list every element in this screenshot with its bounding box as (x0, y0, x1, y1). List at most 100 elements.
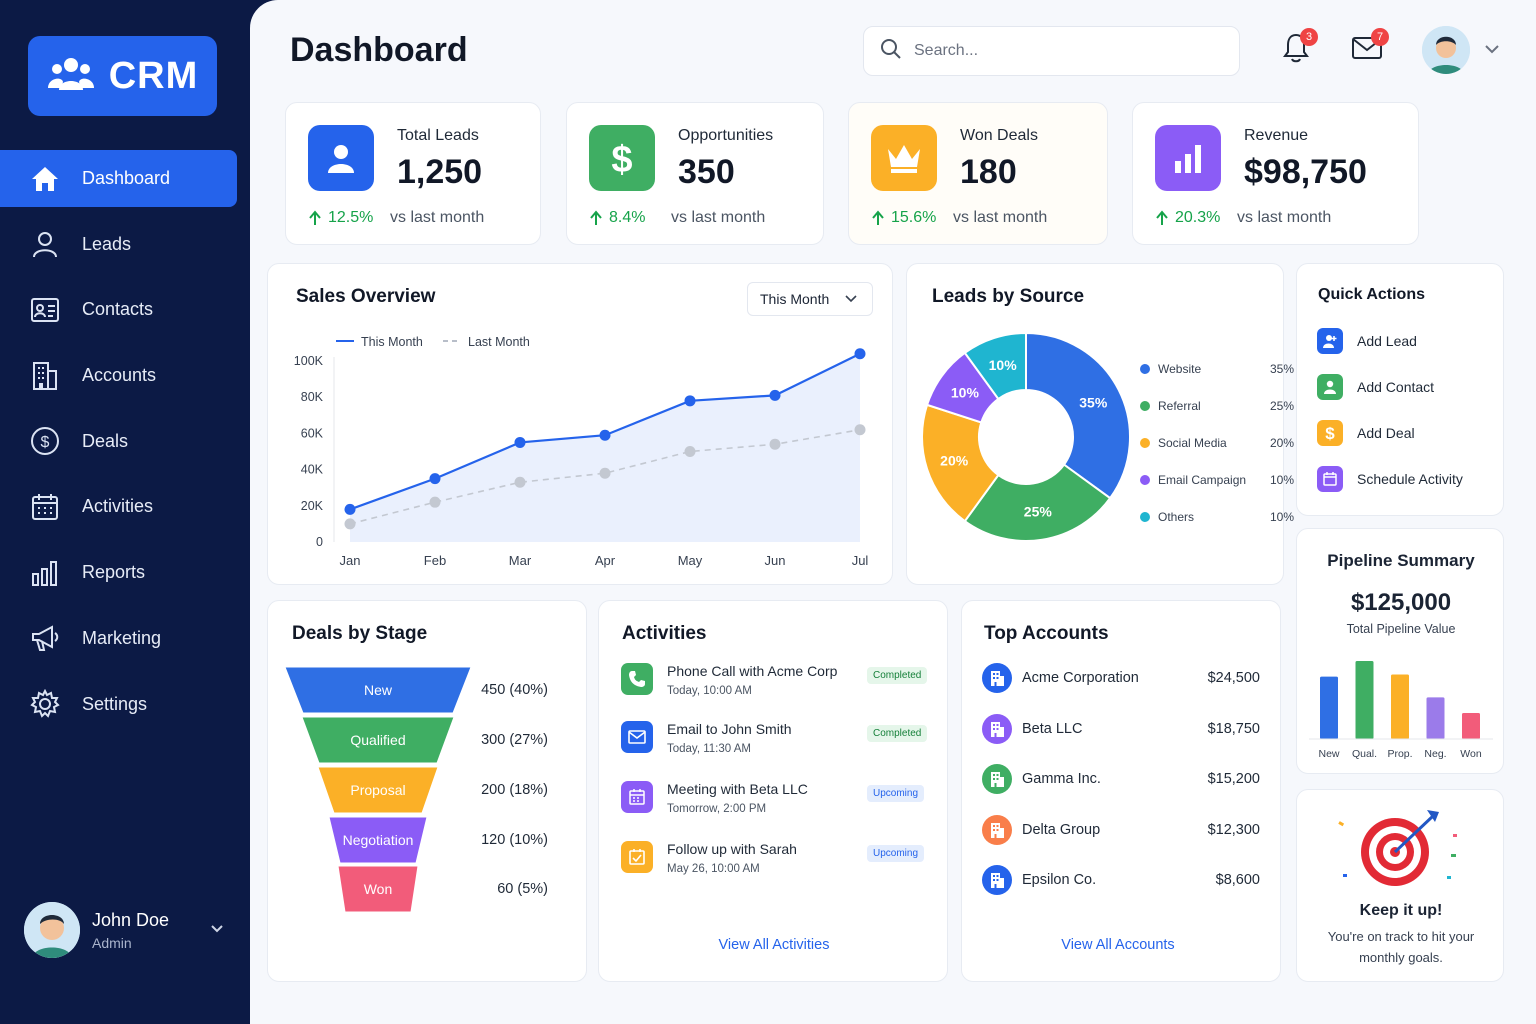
account-row[interactable]: Beta LLC $18,750 (982, 713, 1260, 745)
building-icon (982, 764, 1012, 794)
arrow-up-icon (590, 210, 602, 225)
sidebar-item-activities[interactable]: Activities (0, 478, 250, 535)
card-title: Deals by Stage (292, 623, 428, 644)
avatar (24, 902, 80, 958)
activities-card: Activities Phone Call with Acme Corp Tod… (598, 600, 948, 982)
quick-actions-card: Quick Actions Add Lead Add Contact $ Add… (1296, 263, 1504, 516)
brand-name: CRM (108, 54, 199, 97)
stage-value: 200 (18%) (481, 782, 548, 798)
x-tick-label: Mar (509, 553, 532, 568)
sidebar-item-dashboard[interactable]: Dashboard (0, 150, 237, 207)
user-name: John Doe (92, 909, 170, 930)
search-input[interactable] (914, 42, 1214, 60)
person-icon (30, 229, 60, 259)
schedule-activity-button[interactable]: Schedule Activity (1317, 466, 1463, 492)
sidebar-item-reports[interactable]: Reports (0, 544, 250, 601)
sidebar-item-settings[interactable]: Settings (0, 676, 250, 733)
sidebar-item-accounts[interactable]: Accounts (0, 347, 250, 404)
top-accounts-card: Top Accounts Acme Corporation $24,500 Beta… (961, 600, 1281, 982)
stat-compare: vs last month (671, 209, 766, 226)
activity-title: Phone Call with Acme Corp (667, 663, 838, 679)
x-tick-label: Jul (852, 553, 869, 568)
stat-change: 20.3% (1155, 209, 1220, 227)
data-point (429, 496, 441, 508)
sidebar-item-deals[interactable]: $ Deals (0, 413, 250, 470)
stat-label: Opportunities (678, 127, 774, 144)
users-icon (47, 54, 95, 99)
messages-button[interactable]: 7 (1349, 28, 1389, 68)
period-dropdown[interactable]: This Month (747, 282, 873, 316)
action-label: Add Lead (1357, 333, 1417, 349)
stat-change: 15.6% (871, 209, 936, 227)
pie-slice (1025, 331, 1131, 500)
y-tick-label: 40K (301, 463, 324, 477)
search-icon (880, 38, 902, 65)
sales-overview-card: Sales Overview This Month 0 20K 40K 60K 80K 1… (267, 263, 893, 585)
user-icon (308, 125, 374, 191)
pipeline-bar (1320, 676, 1338, 739)
chevron-down-icon[interactable] (1484, 42, 1500, 60)
bar-label: New (1318, 748, 1339, 760)
deals-by-stage-card: Deals by Stage New Qualified Proposal Negot… (267, 600, 587, 982)
account-name: Delta Group (1022, 821, 1101, 838)
stage-label: Qualified (350, 732, 405, 748)
sidebar-item-label: Settings (82, 693, 148, 714)
sidebar-item-contacts[interactable]: Contacts (0, 281, 250, 338)
account-value: $12,300 (1207, 821, 1260, 838)
card-title: Leads by Source (932, 286, 1085, 307)
view-all-activities-link[interactable]: View All Activities (718, 937, 830, 953)
stage-value: 300 (27%) (481, 732, 548, 748)
svg-text:$: $ (611, 139, 632, 178)
crm-logo[interactable]: CRM (28, 36, 217, 116)
account-row[interactable]: Gamma Inc. $15,200 (982, 763, 1260, 795)
account-row[interactable]: Epsilon Co. $8,600 (982, 864, 1260, 896)
sidebar-item-label: Leads (82, 233, 132, 254)
notifications-button[interactable]: 3 (1278, 28, 1318, 68)
x-tick-label: Feb (424, 553, 446, 568)
legend-item: Email Campaign 10% (1140, 473, 1294, 487)
view-all-accounts-link[interactable]: View All Accounts (1061, 937, 1175, 953)
pipeline-bar (1426, 697, 1445, 739)
add-deal-button[interactable]: $ Add Deal (1317, 420, 1415, 446)
add-contact-button[interactable]: Add Contact (1317, 374, 1434, 400)
account-row[interactable]: Acme Corporation $24,500 (982, 662, 1260, 694)
account-name: Epsilon Co. (1022, 872, 1097, 888)
activity-time: Today, 10:00 AM (667, 685, 752, 697)
search-bar[interactable] (863, 26, 1240, 76)
chevron-down-icon[interactable] (210, 921, 224, 939)
building-icon (30, 361, 60, 391)
building-icon (982, 814, 1012, 845)
stage-label: New (364, 682, 393, 698)
data-point (429, 473, 441, 485)
svg-text:$: $ (41, 434, 50, 451)
status-badge: Upcoming (867, 785, 925, 802)
stat-compare: vs last month (390, 209, 485, 226)
leads-by-source-card: Leads by Source 35% 25% 20% 10% 10% Website 3… (906, 263, 1294, 585)
stat-card-opportunities[interactable]: $ Opportunities 350 8.4% vs last month (566, 102, 824, 245)
funnel-stage (301, 716, 455, 764)
sidebar-item-leads[interactable]: Leads (0, 216, 250, 273)
stat-label: Total Leads (397, 127, 479, 144)
stat-card-total-leads[interactable]: Total Leads 1,250 12.5% vs last month (285, 102, 541, 245)
stat-card-revenue[interactable]: Revenue $98,750 20.3% vs last month (1132, 102, 1419, 245)
legend-label: Email Campaign (1158, 473, 1247, 487)
data-point (599, 429, 611, 441)
funnel-stage (284, 666, 472, 714)
header-avatar[interactable] (1422, 26, 1470, 74)
add-lead-button[interactable]: Add Lead (1317, 328, 1417, 354)
legend-dot (1140, 438, 1150, 448)
phone-icon (621, 663, 653, 695)
status-badge: Completed (867, 725, 928, 742)
account-row[interactable]: Delta Group $12,300 (982, 814, 1260, 846)
stat-card-won-deals[interactable]: Won Deals 180 15.6% vs last month (848, 102, 1108, 245)
arrow-up-icon (872, 210, 884, 225)
motivation-title: Keep it up! (1359, 902, 1443, 919)
pipeline-value: $125,000 (1350, 589, 1452, 616)
data-point (514, 476, 526, 488)
card-title: Top Accounts (984, 623, 1109, 644)
sidebar-item-marketing[interactable]: Marketing (0, 610, 250, 667)
period-value: This Month (760, 291, 830, 307)
user-profile[interactable]: John Doe Admin (24, 900, 234, 960)
arrow-up-icon (309, 210, 321, 225)
message-badge: 7 (1371, 28, 1389, 46)
